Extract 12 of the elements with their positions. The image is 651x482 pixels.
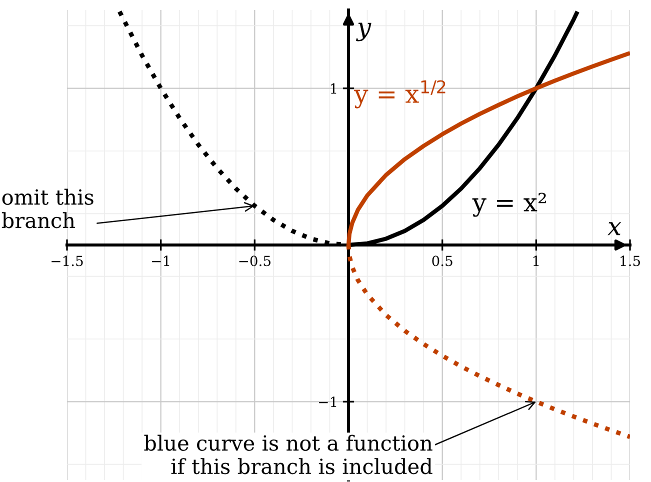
annotation: y = x² <box>472 192 546 217</box>
x-tick-label: 1 <box>533 256 539 266</box>
x-tick-label: 0.5 <box>432 256 452 266</box>
x-tick-label: 1.5 <box>620 256 640 266</box>
annotation: blue curve is not a function if this branch is included <box>144 434 432 474</box>
x-tick-label: −1.5 <box>52 256 83 266</box>
x-tick-label: −0.5 <box>239 256 270 266</box>
y-axis-title: y <box>356 22 372 42</box>
x-axis-title: x <box>608 222 622 236</box>
annotation: omit this branch <box>2 188 94 228</box>
x-tick-label: −1 <box>152 256 170 266</box>
annotation: y = x$^{1/2}$ <box>354 80 446 108</box>
